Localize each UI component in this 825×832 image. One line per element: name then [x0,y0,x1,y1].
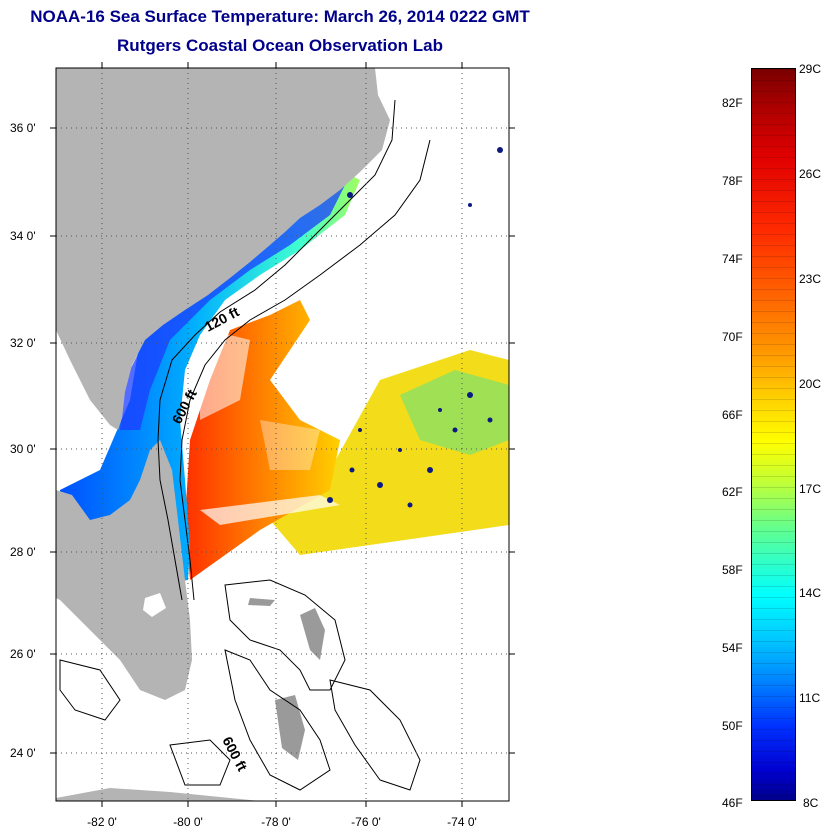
lat-label: 28 0' [10,545,36,559]
colorbar-label-c: 20C [799,377,822,391]
colorbar-label-f: 54F [722,641,743,655]
lat-label: 30 0' [10,442,36,456]
colorbar-label-f: 58F [722,563,743,577]
ocean-sst-nearshore-cold [120,165,345,430]
lat-label: 32 0' [10,336,36,350]
colorbar-label-c: 14C [799,586,822,600]
colorbar-label-f: 46F [722,796,743,810]
colorbar-label-f: 66F [722,408,743,422]
lon-label: -76 0' [351,815,381,829]
colorbar [751,68,796,801]
map-title: NOAA-16 Sea Surface Temperature: March 2… [30,7,530,26]
land-bahamas-abaco [300,608,325,660]
lon-label: -82 0' [87,815,117,829]
axis-ticks [50,62,515,807]
cloud-speckle-1 [200,330,250,420]
lon-label: -74 0' [447,815,477,829]
lake-okeechobee [143,593,166,617]
lon-label: -78 0' [261,815,291,829]
land-bahamas-grand [248,598,275,606]
colorbar-label-f: 74F [722,252,743,266]
contour-120ft [157,99,396,601]
colorbar-label-c: 11C [799,691,821,705]
cloud-mask-dots [327,147,503,508]
lat-label: 26 0' [10,647,36,661]
colorbar-label-f: 78F [722,174,743,188]
cloud-streak [200,495,340,525]
land-florida [56,440,192,700]
colorbar-label-f: 62F [722,485,743,499]
colorbar-label-f: 50F [722,719,743,733]
colorbar-label-f: 82F [722,96,743,110]
contour-600ft [179,139,431,601]
graticule [56,68,509,801]
ocean-sst-shelf [60,150,360,600]
cloud-speckle-2 [260,420,320,470]
colorbar-label-c: 29C [799,62,822,76]
lat-label: 36 0' [10,121,36,135]
colorbar-label-c: 26C [799,167,822,181]
land-us-coast [56,68,390,430]
land-bahamas-andros [275,695,305,760]
ocean-sst-green-patch [400,370,509,455]
colorbar-label-c: 8C [803,796,819,810]
map-subtitle: Rutgers Coastal Ocean Observation Lab [117,36,443,55]
colorbar-label-f: 70F [722,330,743,344]
colorbar-label-c: 23C [799,272,822,286]
colorbar-label-c: 17C [799,482,822,496]
lat-label: 24 0' [10,746,36,760]
contour-bahamas-banks [59,579,421,791]
lon-label: -80 0' [173,815,203,829]
lat-label: 34 0' [10,229,36,243]
land-cuba [56,788,260,801]
